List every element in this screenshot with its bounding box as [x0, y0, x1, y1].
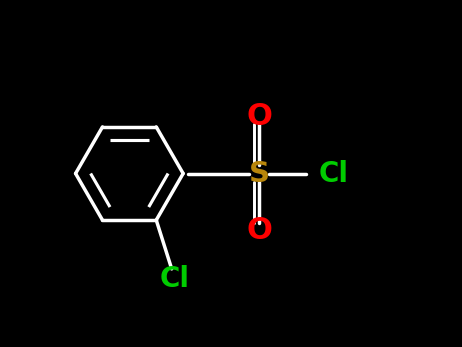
- Text: O: O: [246, 102, 272, 131]
- Text: O: O: [246, 216, 272, 245]
- Text: Cl: Cl: [318, 160, 348, 187]
- Text: S: S: [249, 160, 270, 187]
- Text: Cl: Cl: [160, 265, 190, 293]
